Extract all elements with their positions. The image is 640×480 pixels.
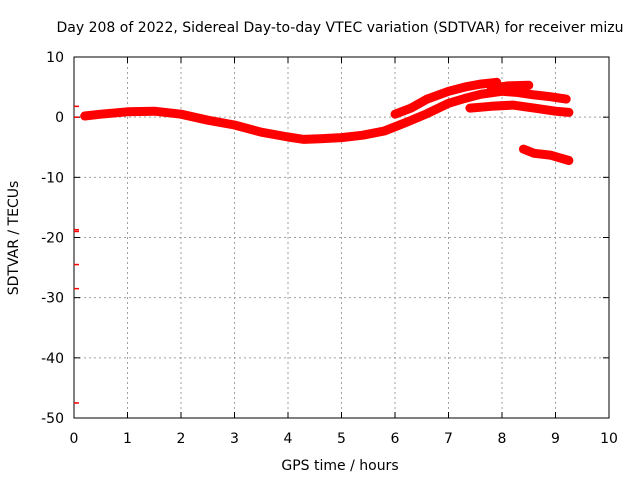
data-point <box>546 93 554 101</box>
y-tick-label: 10 <box>46 50 64 66</box>
x-tick-label: 10 <box>600 431 618 447</box>
data-point <box>284 133 292 141</box>
data-point <box>477 80 485 88</box>
data-point <box>150 107 158 115</box>
data-point <box>177 110 185 118</box>
data-point <box>461 95 469 103</box>
series-middle-branch <box>465 100 574 117</box>
data-point <box>402 119 410 127</box>
data-point <box>231 121 238 129</box>
series-main-track <box>80 86 571 144</box>
x-tick-label: 6 <box>391 431 400 447</box>
series-short-branch <box>486 80 534 93</box>
series-outliers <box>74 105 79 404</box>
data-point <box>525 81 533 89</box>
data-point <box>562 95 570 103</box>
x-tick-label: 9 <box>551 431 560 447</box>
data-point <box>204 116 212 124</box>
x-tick-label: 4 <box>284 431 293 447</box>
data-point <box>445 87 452 95</box>
x-tick-label: 7 <box>444 431 453 447</box>
data-point <box>466 104 474 112</box>
data-point <box>487 84 495 92</box>
data-point <box>257 128 265 136</box>
data-point <box>338 134 345 142</box>
y-tick-label: -30 <box>41 291 64 307</box>
x-tick-label: 3 <box>230 431 239 447</box>
series-lower-branch <box>518 144 574 165</box>
data-point <box>359 131 367 139</box>
data-point <box>97 110 105 118</box>
axis-ticks: 0 1 2 3 4 5 6 7 8 9 10 -50 -40 -30 -20 -10 0 10 <box>41 50 618 447</box>
data-point <box>81 112 89 120</box>
data-point <box>530 104 538 112</box>
x-tick-label: 2 <box>177 431 186 447</box>
series-band <box>518 144 574 165</box>
data-point <box>565 108 573 116</box>
data-point <box>552 107 559 115</box>
data-point <box>546 151 554 159</box>
data-point <box>316 135 324 143</box>
y-tick-label: 0 <box>55 110 64 126</box>
y-tick-label: -10 <box>41 170 64 186</box>
y-tick-label: -50 <box>41 411 64 427</box>
data-point <box>423 95 431 103</box>
data-point <box>380 127 388 135</box>
data-point <box>503 82 511 90</box>
x-tick-label: 0 <box>70 431 79 447</box>
data-point <box>445 99 452 107</box>
data-point <box>509 101 517 109</box>
chart-title: Day 208 of 2022, Sidereal Day-to-day VTE… <box>57 20 624 36</box>
data-point <box>519 145 527 153</box>
data-point <box>487 102 495 110</box>
data-point <box>391 110 399 118</box>
data-point <box>530 91 538 99</box>
data-point <box>461 83 469 91</box>
x-tick-label: 1 <box>123 431 132 447</box>
y-axis-label: SDTVAR / TECUs <box>6 181 22 296</box>
data-point <box>407 104 415 112</box>
data-point <box>514 88 522 96</box>
series-band <box>80 86 571 144</box>
y-tick-label: -20 <box>41 231 64 247</box>
x-tick-label: 8 <box>498 431 507 447</box>
data-point <box>124 108 131 116</box>
x-axis-label: GPS time / hours <box>281 458 398 474</box>
data-point <box>423 110 431 118</box>
y-tick-label: -40 <box>41 351 64 367</box>
data-point <box>300 135 308 143</box>
data-series <box>74 77 574 404</box>
data-point <box>530 149 538 157</box>
x-tick-label: 5 <box>337 431 346 447</box>
data-point <box>477 90 485 98</box>
data-point <box>565 156 573 164</box>
